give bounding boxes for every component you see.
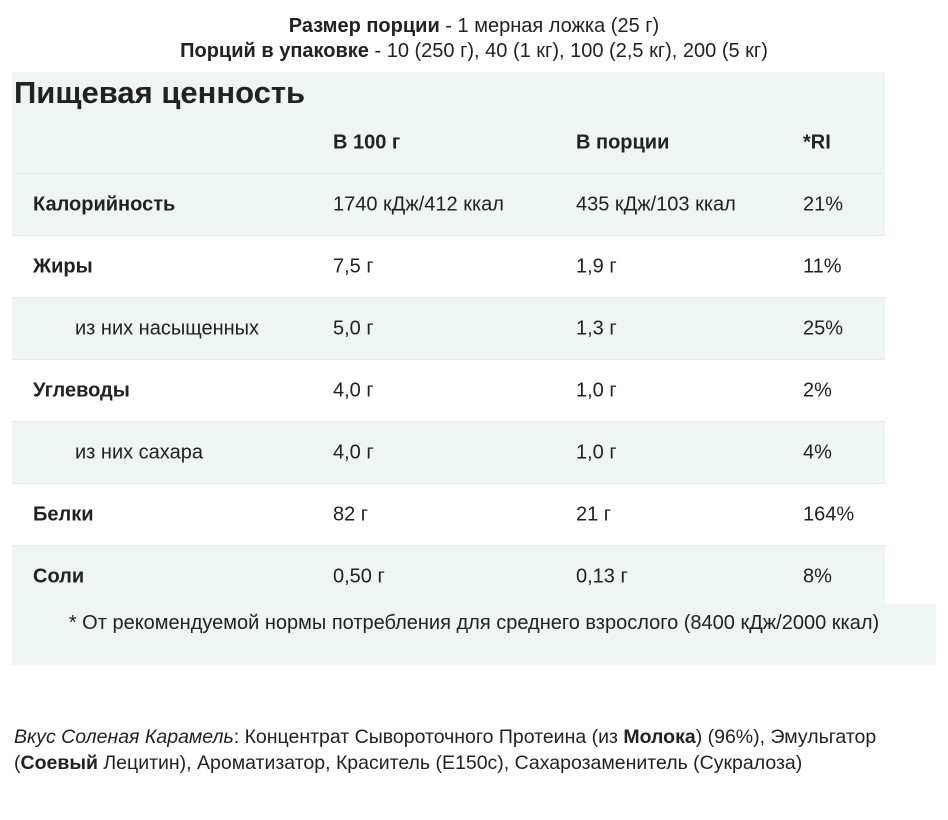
flavor: Вкус Соленая Карамель	[14, 726, 234, 748]
row-label: Калорийность	[33, 193, 176, 215]
cell: 164%	[803, 503, 855, 525]
ingredient-text: Лецитин), Ароматизатор, Краситель (E150c…	[97, 752, 803, 774]
ingredients: Вкус Соленая Карамель: Концентрат Сыворо…	[14, 724, 934, 776]
title: Пищевая ценность	[12, 72, 885, 112]
header: Размер порции - 1 мерная ложка (25 г) По…	[0, 14, 948, 64]
row-label: Соли	[33, 565, 85, 587]
cell: 1,9 г	[576, 255, 617, 277]
cell: 2%	[803, 379, 832, 401]
cell: 5,0 г	[333, 317, 374, 339]
row-label: из них сахара	[75, 441, 203, 463]
footnote: * От рекомендуемой нормы потребления для…	[12, 604, 936, 665]
cell: 11%	[803, 255, 842, 277]
column-header: В 100 г	[333, 131, 401, 153]
table-row: из них сахара 4,0 г 1,0 г 4%	[12, 422, 885, 484]
cell: 7,5 г	[333, 255, 374, 277]
serving-text: - 1 мерная ложка (25 г)	[439, 15, 660, 37]
row-label: Углеводы	[33, 379, 130, 401]
ingredient-text: Молока	[623, 726, 696, 748]
table-row: Белки 82 г 21 г 164%	[12, 484, 885, 546]
column-header: В порции	[576, 131, 670, 153]
table-row: Углеводы 4,0 г 1,0 г 2%	[12, 360, 885, 422]
cell: 4,0 г	[333, 441, 374, 463]
cell: 4,0 г	[333, 379, 374, 401]
servings-line: Порций в упаковке - 10 (250 г), 40 (1 кг…	[0, 39, 948, 64]
servings-text: - 10 (250 г), 40 (1 кг), 100 (2,5 кг), 2…	[368, 40, 768, 62]
cell: 0,50 г	[333, 565, 385, 587]
cell: 1740 кДж/412 ккал	[333, 193, 504, 215]
table-row: Калорийность 1740 кДж/412 ккал 435 кДж/103…	[12, 174, 885, 236]
column-header: *RI	[803, 131, 831, 153]
ingredient-text: : Концентрат Сывороточного Протеина (из	[233, 726, 624, 748]
ingredient-text: ) (96%), Эмульгатор (	[14, 726, 877, 774]
cell: 4%	[803, 441, 832, 463]
cell: 1,0 г	[576, 379, 617, 401]
table-row: Соли 0,50 г 0,13 г 8%	[12, 546, 885, 608]
servings-label: Порций в упаковке	[180, 40, 369, 62]
serving-label: Размер порции	[288, 15, 440, 37]
cell: 1,3 г	[576, 317, 617, 339]
nutrition-table: В 100 г В порции *RI Калорийность 1740 кДж/4…	[12, 112, 885, 608]
header-row: В 100 г В порции *RI	[12, 112, 885, 174]
cell: 82 г	[333, 503, 369, 525]
cell: 1,0 г	[576, 441, 617, 463]
cell: 435 кДж/103 ккал	[576, 193, 736, 215]
ingredient-text: Соевый	[20, 752, 98, 774]
row-label: Белки	[33, 503, 94, 525]
cell: 21 г	[576, 503, 612, 525]
cell: 25%	[803, 317, 844, 339]
table-row: из них насыщенных 5,0 г 1,3 г 25%	[12, 298, 885, 360]
row-label: из них насыщенных	[75, 317, 260, 339]
cell: 21%	[803, 193, 844, 215]
cell: 8%	[803, 565, 832, 587]
table-row: Жиры 7,5 г 1,9 г 11%	[12, 236, 885, 298]
serving-line: Размер порции - 1 мерная ложка (25 г)	[0, 14, 948, 39]
row-label: Жиры	[33, 255, 93, 277]
cell: 0,13 г	[576, 565, 628, 587]
